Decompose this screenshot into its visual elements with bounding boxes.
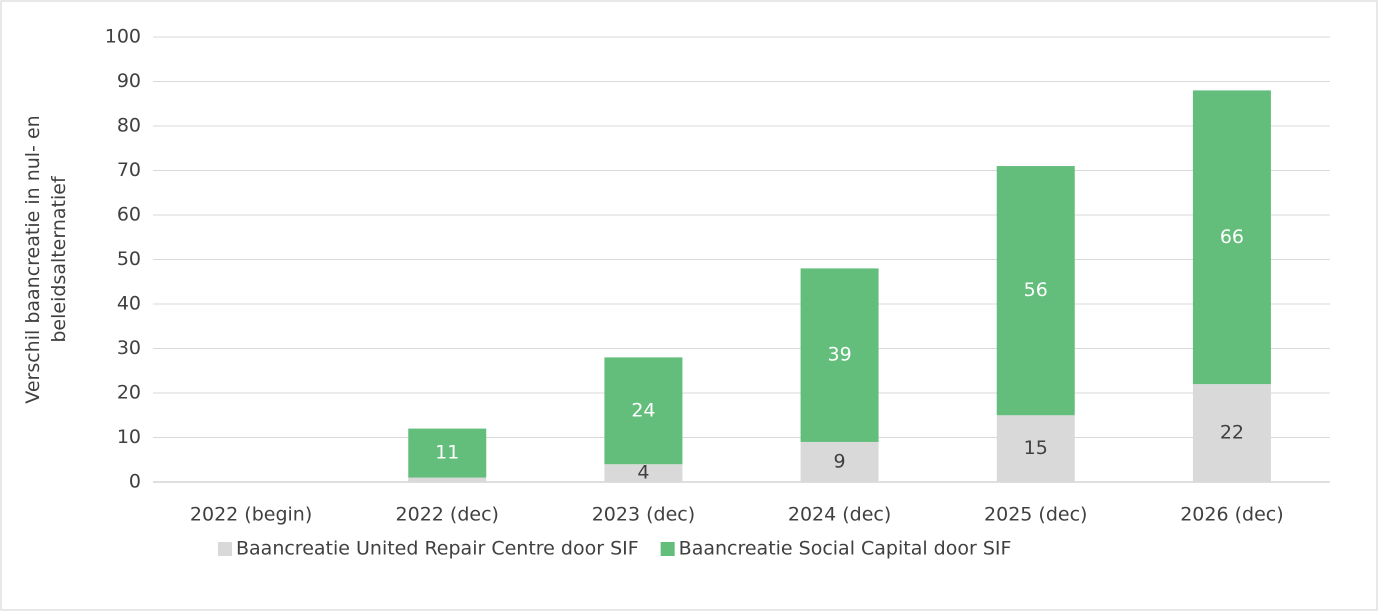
bar-segment <box>996 166 1075 416</box>
legend-label: Baancreatie United Repair Centre door SI… <box>236 538 639 560</box>
x-tick-label: 2024 (dec) <box>788 504 891 526</box>
data-label: 15 <box>1024 437 1048 459</box>
legend-swatch <box>218 542 232 556</box>
bar-segment <box>604 357 683 465</box>
bar-segment <box>800 268 879 442</box>
legend-swatch <box>660 542 675 556</box>
bar-segment <box>408 477 487 482</box>
data-label: 39 <box>827 344 851 366</box>
data-label: 24 <box>631 399 655 421</box>
bar-segment <box>800 441 879 482</box>
y-tick-label: 20 <box>117 382 141 404</box>
x-tick-label: 2023 (dec) <box>592 504 695 526</box>
y-tick-label: 10 <box>117 426 141 448</box>
x-tick-label: 2022 (begin) <box>190 504 312 526</box>
x-tick-label: 2022 (dec) <box>396 504 499 526</box>
bar-segment <box>1192 90 1271 385</box>
legend-label: Baancreatie Social Capital door SIF <box>679 538 1012 560</box>
y-axis-title: Verschil baancreatie in nul- en beleidsal… <box>22 115 70 403</box>
bar-segment <box>604 464 683 482</box>
y-tick-label: 90 <box>117 70 141 92</box>
y-tick-label: 60 <box>117 204 141 226</box>
y-tick-label: 0 <box>129 471 141 493</box>
y-tick-label: 100 <box>105 26 141 48</box>
bar-segment <box>408 428 487 478</box>
y-axis-title-line: beleidsalternatief <box>48 175 70 343</box>
bar-segment <box>996 415 1075 482</box>
bar-segment <box>1192 384 1271 482</box>
y-tick-label: 70 <box>117 159 141 181</box>
y-tick-label: 80 <box>117 115 141 137</box>
data-label: 22 <box>1220 422 1244 444</box>
data-label: 4 <box>637 462 649 484</box>
y-tick-label: 50 <box>117 248 141 270</box>
x-tick-label: 2025 (dec) <box>984 504 1087 526</box>
data-label: 11 <box>435 442 459 464</box>
x-tick-label: 2026 (dec) <box>1180 504 1283 526</box>
data-label: 9 <box>834 450 846 472</box>
y-tick-label: 40 <box>117 293 141 315</box>
y-axis-title-line: Verschil baancreatie in nul- en <box>22 115 44 403</box>
data-label: 56 <box>1024 279 1048 301</box>
data-label: 66 <box>1220 226 1244 248</box>
y-tick-label: 30 <box>117 337 141 359</box>
